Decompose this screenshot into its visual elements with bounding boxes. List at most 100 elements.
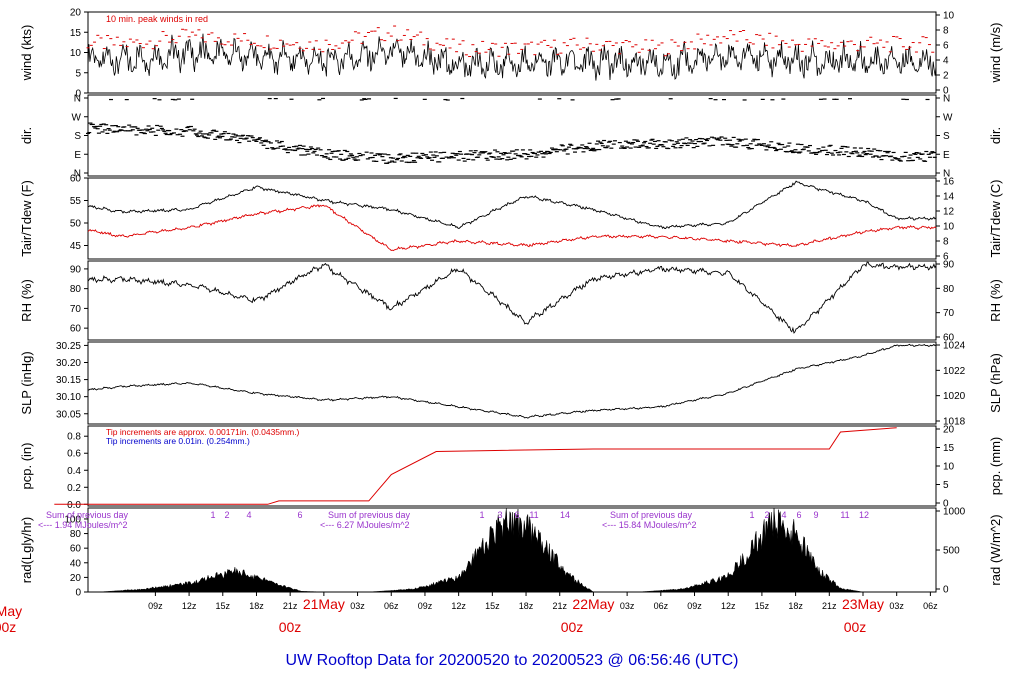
panel-wind: 0 5 10 15 20 0 2 4 6 8 10 wind (kts) wind (m/s) 10 mi… [19,8,1003,100]
ytick-label: 30.25 [56,341,81,352]
xtick-label: 12z [721,601,736,611]
ytick-label: 40 [70,558,82,569]
rad-marker-label: 4 [246,510,251,520]
ytick-label: 30.10 [56,392,81,403]
ylabel: SLP (inHg) [19,351,34,414]
ylabel-right: pcp. (mm) [988,437,1003,496]
temp-series-line-1 [87,204,937,252]
ylabel: pcp. (in) [19,443,34,490]
ytick-right-label: 1000 [943,507,966,518]
ytick-label: 60 [70,544,82,555]
panel-slp: 30.05 30.10 30.15 30.20 30.25 1018 1020 1022 102… [19,341,1003,428]
xtick-label: 15z [755,601,770,611]
direction-marks [86,97,937,164]
ytick-right-label: 8 [943,26,949,37]
xtick-label: 12z [182,601,197,611]
ytick-label: 5 [75,68,81,79]
ylabel-right: SLP (hPa) [988,353,1003,413]
wind-series-line [87,33,937,81]
rad-marker-label: 1 [210,510,215,520]
ytick-label: 100 [64,514,81,525]
xtick-day-label: 21May [303,596,345,612]
panel-frame [87,94,937,177]
xtick-label: 18z [519,601,534,611]
xtick-label: 03z [620,601,635,611]
ytick-label: 0 [75,588,81,599]
panel-temp: 45 50 55 60 6 8 10 12 14 16 Tair/Tdew (F) Tair/Tdew… [19,174,1003,263]
ytick-label: 60 [70,174,82,185]
xtick-day-label: 23May [842,596,884,612]
slp-series-line-0 [87,343,937,419]
panel-frame [87,177,937,260]
ylabel: RH (%) [19,279,34,322]
rad-marker-label: 1 [479,510,484,520]
rad-marker-label: 3 [497,510,502,520]
ylabel-right: RH (%) [988,279,1003,322]
xtick-label: 15z [485,601,500,611]
xtick-label: 21z [552,601,567,611]
ytick-right-label: 14 [943,192,955,203]
panel-rh: 60 70 80 90 60 70 80 90 RH (%) RH (%) [19,260,1003,344]
xtick-label: 06z [384,601,399,611]
ytick-label: 70 [70,304,82,315]
ytick-label: 0.0 [67,500,81,511]
peak-wind-annotation: 10 min. peak winds in red [106,14,208,24]
panel-frame [87,341,937,425]
rad-marker-label: 12 [859,510,869,520]
ytick-right-label: 6 [943,252,949,263]
ytick-label: 10 [70,48,82,59]
ytick-label: 30.20 [56,358,81,369]
rad-sum-value: <--- 15.84 MJoules/m^2 [602,520,697,530]
rad-marker-label: 11 [840,510,849,520]
pcp-note-blue: Tip increments are 0.01in. (0.254mm.) [106,436,250,446]
ytick-label: 45 [70,241,82,252]
ytick-label: 30.15 [56,375,81,386]
ytick-label: 20 [70,8,82,19]
rad-marker-label: 14 [560,510,570,520]
ytick-label: 80 [70,529,82,540]
ytick-right-label: 0 [943,86,949,97]
rad-marker-label: 6 [297,510,302,520]
ytick-label: W [72,112,82,123]
ytick-right-label: 90 [943,260,955,271]
ytick-right-label: 0 [943,585,949,596]
ylabel: wind (kts) [19,25,34,82]
ytick-label: 20 [70,573,82,584]
ytick-right-label: 10 [943,222,955,233]
ytick-label: S [74,131,81,142]
ytick-right-label: N [943,94,950,105]
xtick-label: 03z [889,601,904,611]
ytick-label: 50 [70,219,82,230]
ytick-right-label: 5 [943,480,949,491]
ytick-right-label: 8 [943,237,949,248]
ytick-right-label: 15 [943,443,955,454]
xtick-label: 21z [283,601,298,611]
xtick-label: 21z [822,601,837,611]
day-time-label: 00z [279,619,302,635]
ytick-right-label: 500 [943,546,960,557]
ytick-right-label: 12 [943,207,955,218]
rad-marker-label: 9 [813,510,818,520]
ytick-right-label: N [943,169,950,180]
panel-frame [87,11,937,94]
ylabel: Tair/Tdew (F) [19,180,34,257]
day-time-label: 00z [561,619,584,635]
ytick-right-label: 1020 [943,391,966,402]
pcp-series-line [54,427,897,505]
day-time-label: 00z [844,619,867,635]
ytick-right-label: 10 [943,11,955,22]
ytick-label: 0.6 [67,449,81,460]
ylabel-right: rad (W/m^2) [988,514,1003,585]
rad-marker-label: 1 [749,510,754,520]
pcp-note-red: Tip increments are approx. 0.00171in. (0… [106,427,300,437]
ytick-right-label: 1022 [943,366,966,377]
ylabel: dir. [19,127,34,144]
panel-frame [87,260,937,341]
rad-marker-label: 2 [764,510,769,520]
ytick-right-label: 70 [943,308,955,319]
ylabel-right: dir. [988,127,1003,144]
ytick-label: 0.8 [67,432,81,443]
ytick-right-label: S [943,131,950,142]
temp-series-line-0 [87,180,937,230]
